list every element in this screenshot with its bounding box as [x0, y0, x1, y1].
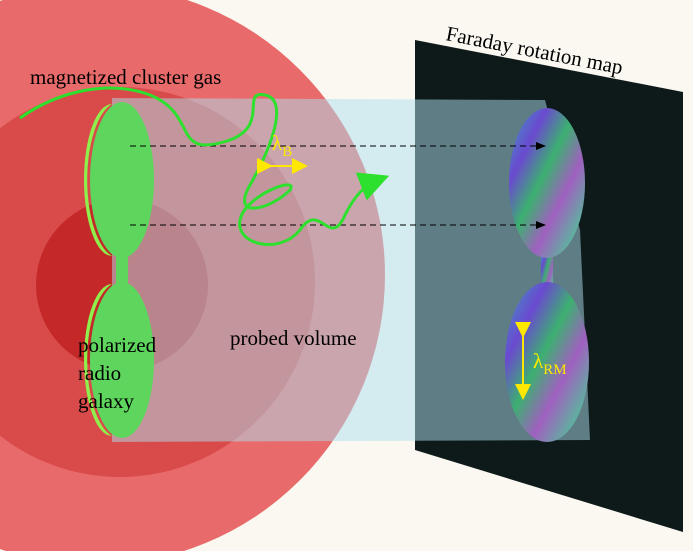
diagram: Faraday rotation map magnetized cluster …	[0, 0, 693, 551]
volume-label: probed volume	[230, 326, 357, 350]
galaxy-label: radio	[78, 361, 121, 385]
galaxy-label: galaxy	[78, 389, 134, 413]
galaxy-label: polarized	[78, 333, 157, 357]
gas-label: magnetized cluster gas	[30, 65, 221, 89]
